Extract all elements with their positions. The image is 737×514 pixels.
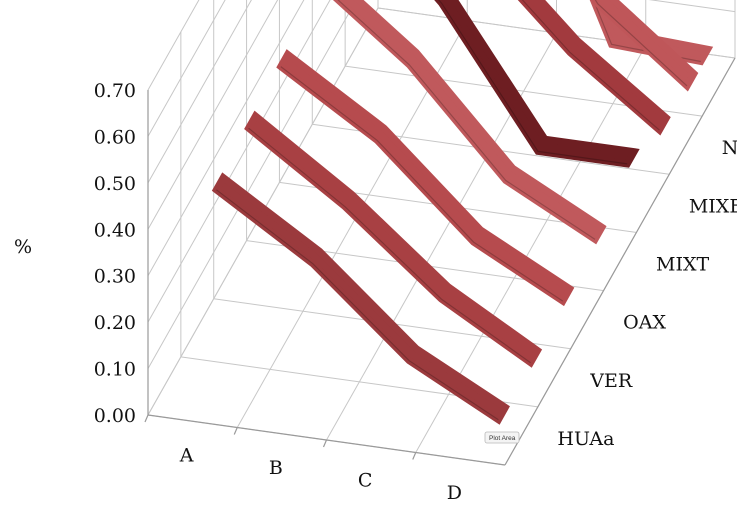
y-tick-label: 0.50 — [94, 173, 136, 195]
series-ribbon — [589, 0, 714, 66]
series-axis-label: NAH — [722, 137, 737, 159]
y-tick-label: 0.20 — [94, 312, 136, 334]
value-gridline — [147, 0, 226, 137]
chart-walls — [147, 0, 736, 466]
x-tick-label: B — [269, 457, 283, 479]
x-tick-label: A — [179, 444, 194, 466]
series-axis-label: MIXT — [656, 254, 709, 276]
series-ribbons — [211, 0, 714, 425]
series-axis-label: VER — [589, 370, 633, 392]
depth-axis-line — [504, 57, 736, 466]
series-ribbon-edge — [337, 0, 596, 240]
series-ribbon-edge — [594, 0, 688, 87]
y-axis-label: % — [14, 236, 32, 258]
series-axis-ticks: HUAaVEROAXMIXTMIXENAHHUAb — [557, 137, 737, 450]
series-ribbon — [276, 49, 575, 307]
series-ribbon — [591, 0, 699, 92]
series-ribbon — [434, 0, 640, 168]
value-gridline — [147, 0, 279, 230]
series-axis-label: MIXE — [689, 195, 737, 217]
y-tick-label: 0.10 — [94, 359, 136, 381]
x-axis-ticks: A B C D — [144, 414, 462, 504]
value-gridline — [147, 0, 305, 276]
y-axis-ticks: 0.00 0.10 0.20 0.30 0.40 0.50 0.60 0.70 — [94, 80, 136, 427]
y-tick-label: 0.30 — [94, 266, 136, 288]
tooltip-box — [484, 431, 520, 444]
x-tick-mark — [412, 452, 417, 460]
series-axis-label: OAX — [623, 312, 666, 334]
x-tick-mark — [144, 414, 149, 423]
series-ribbon-edge — [248, 127, 531, 364]
value-gridline — [147, 0, 736, 369]
series-ribbon-edge — [438, 0, 628, 165]
series-ribbon — [211, 172, 510, 425]
series-ribbon — [244, 110, 543, 368]
tooltip-label: Plot Area — [489, 435, 516, 442]
series-ribbon — [517, 0, 671, 136]
y-tick-label: 0.40 — [94, 219, 136, 241]
y-tick-label: 0.60 — [94, 126, 136, 148]
series-axis-label: HUAa — [557, 428, 614, 450]
x-tick-label: C — [358, 469, 373, 491]
x-tick-mark — [322, 439, 328, 448]
x-tick-label: D — [447, 482, 462, 504]
y-tick-label: 0.00 — [94, 405, 136, 427]
plot-area-tooltip: Plot Area — [484, 431, 520, 444]
series-ribbon — [332, 0, 607, 245]
series-ribbon-edge — [521, 0, 660, 131]
series-ribbon-edge — [216, 189, 499, 421]
y-tick-label: 0.70 — [94, 80, 136, 102]
value-gridline — [147, 0, 252, 184]
x-tick-mark — [233, 427, 238, 435]
series-ribbon-edge — [280, 66, 564, 302]
